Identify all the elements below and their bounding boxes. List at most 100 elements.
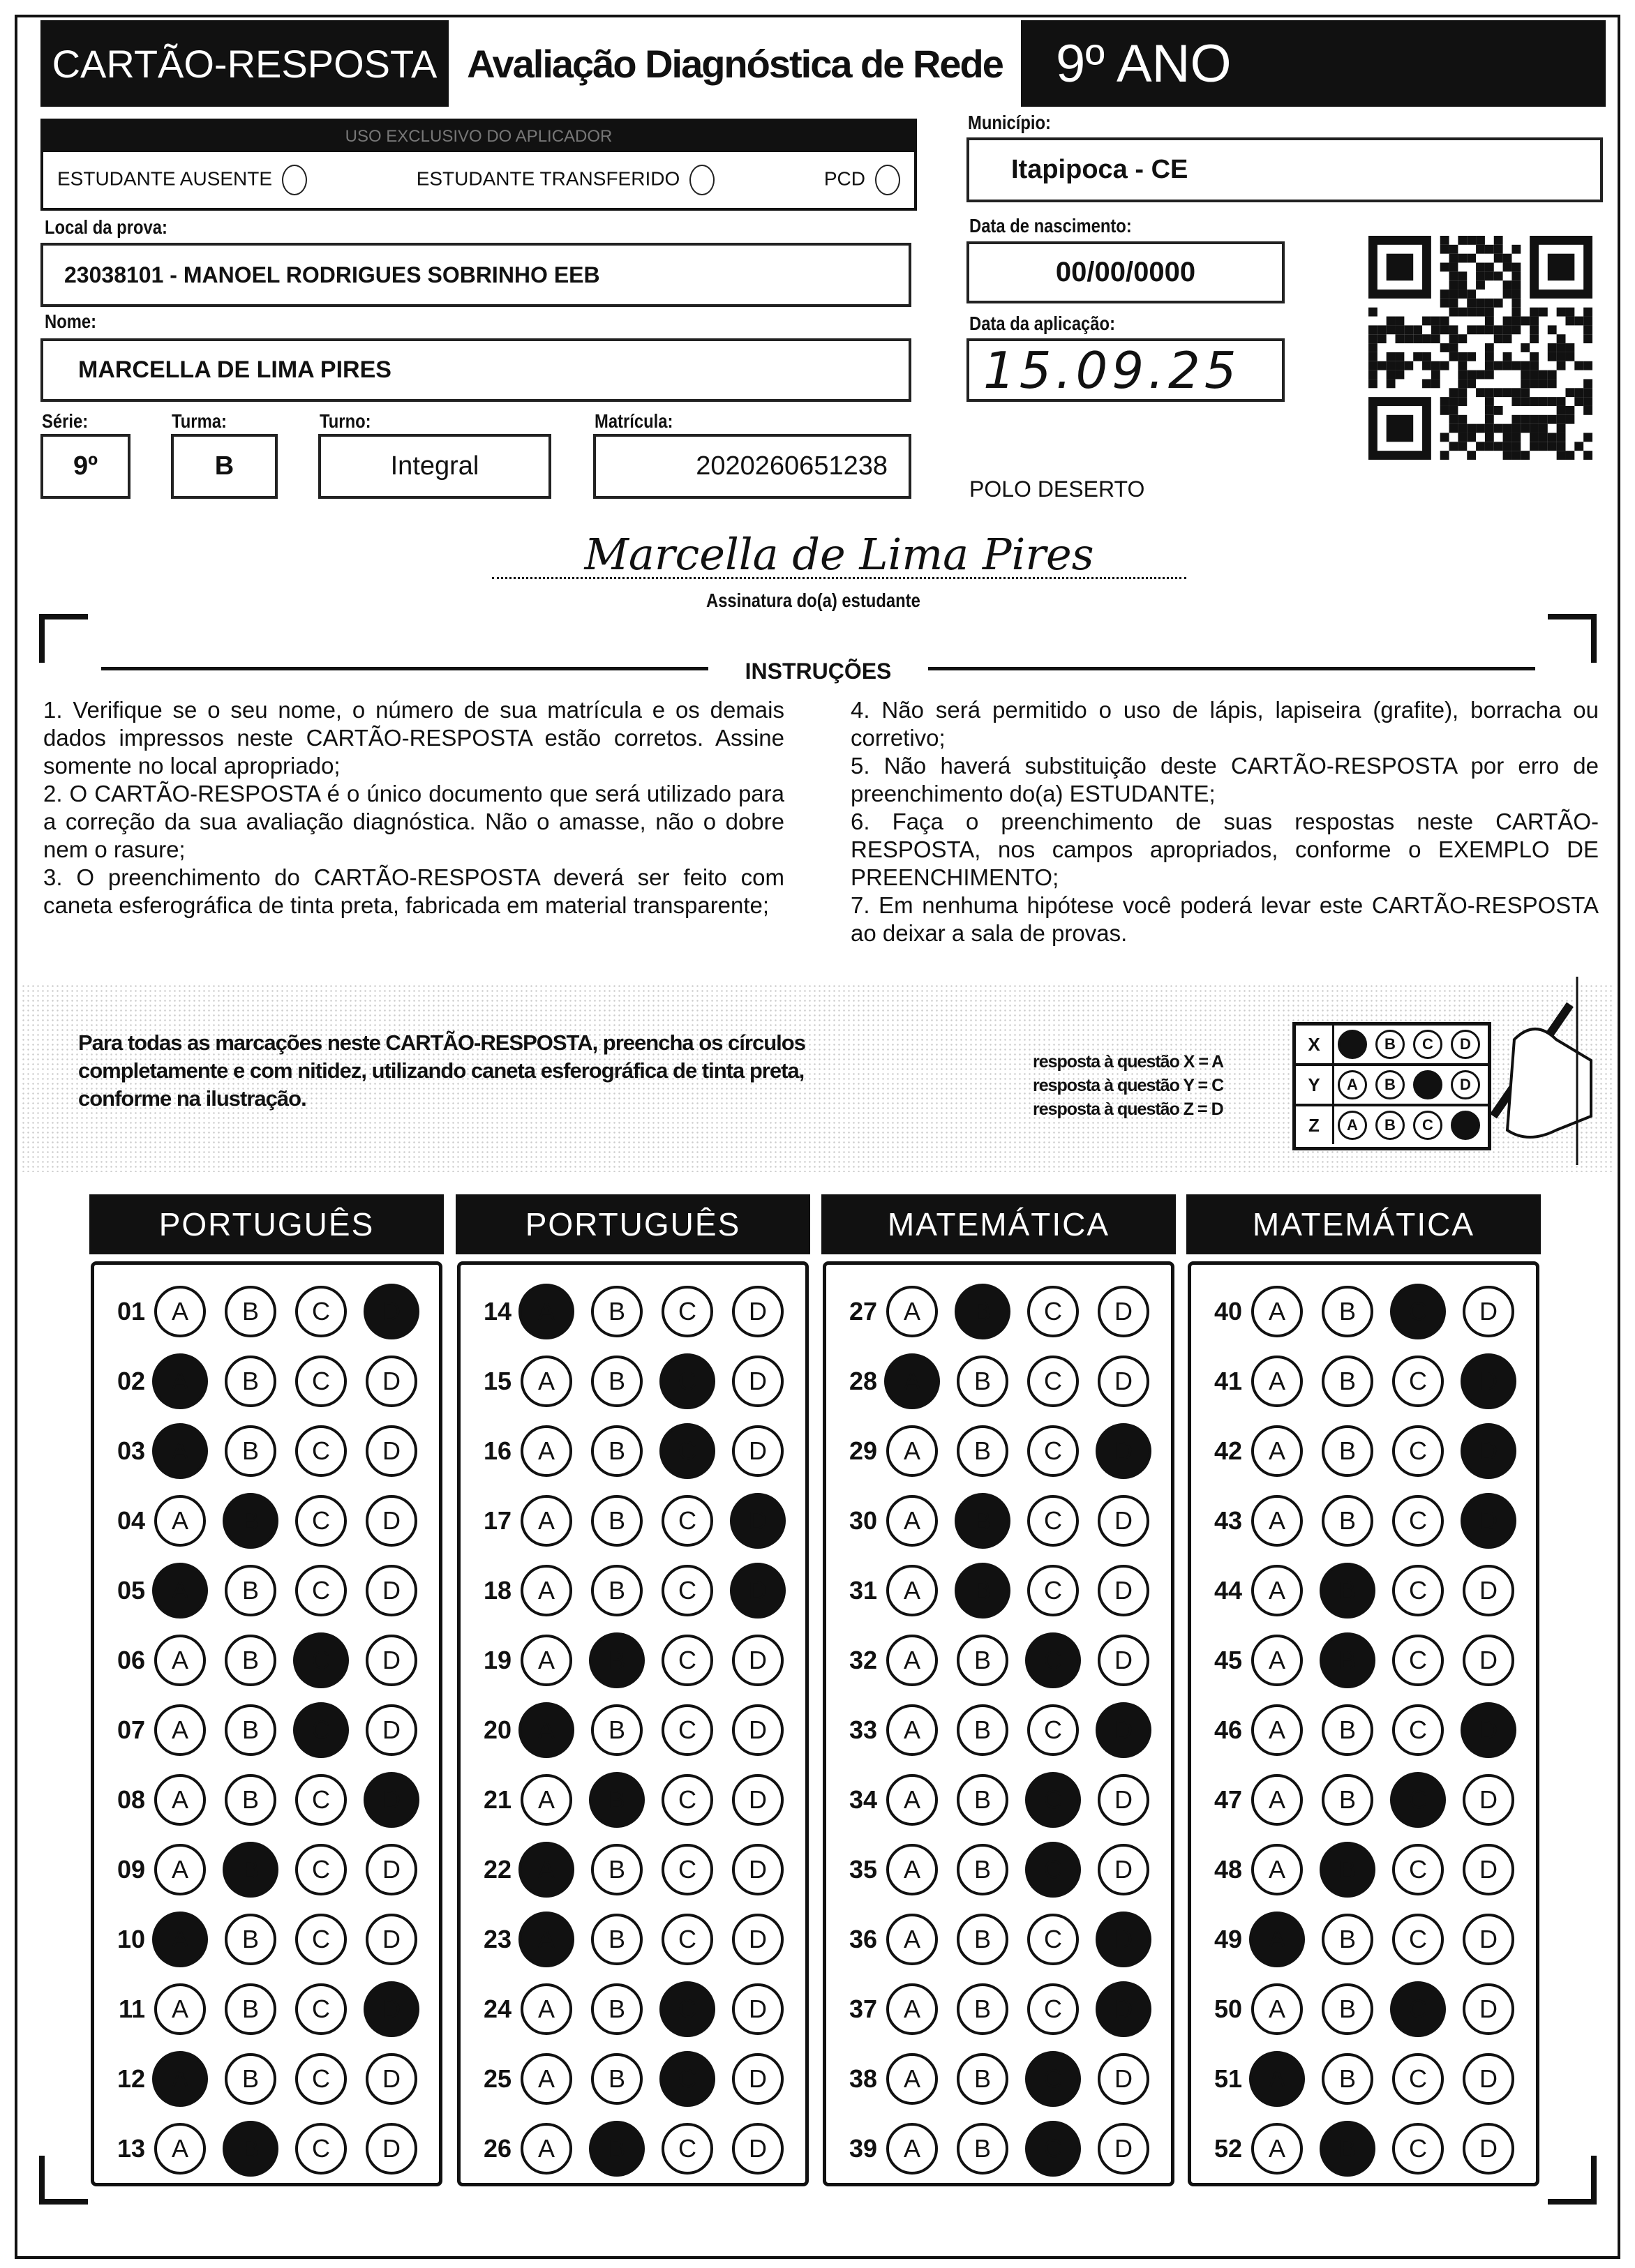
answer-bubble-b[interactable]: B [225, 1355, 276, 1407]
answer-bubble-a[interactable]: A [886, 1704, 938, 1756]
pcd-option[interactable]: PCD [824, 165, 900, 195]
answer-bubble-a[interactable]: A [521, 2053, 572, 2105]
answer-bubble-a[interactable]: A [886, 1565, 938, 1616]
answer-bubble-b[interactable]: B [957, 1355, 1008, 1407]
answer-bubble-c[interactable]: C [662, 1286, 713, 1337]
answer-bubble-d-filled[interactable]: D [1461, 1423, 1516, 1479]
answer-bubble-d[interactable]: D [732, 1704, 784, 1756]
answer-bubble-d-filled[interactable]: D [1461, 1493, 1516, 1549]
answer-bubble-b[interactable]: B [1322, 1774, 1373, 1826]
answer-bubble-a[interactable]: A [886, 2053, 938, 2105]
answer-bubble-c[interactable]: C [1027, 1355, 1079, 1407]
answer-bubble-c[interactable]: C [1027, 1704, 1079, 1756]
answer-bubble-b[interactable]: B [957, 1983, 1008, 2035]
absent-circle[interactable] [282, 165, 308, 195]
answer-bubble-a[interactable]: A [521, 1425, 572, 1477]
answer-bubble-a-filled[interactable]: A [1249, 2051, 1305, 2107]
answer-bubble-d-filled[interactable]: D [364, 1981, 419, 2037]
answer-bubble-c-filled[interactable]: C [659, 1353, 715, 1409]
answer-bubble-b[interactable]: B [1322, 1355, 1373, 1407]
answer-bubble-c-filled[interactable]: C [659, 1981, 715, 2037]
transferred-circle[interactable] [689, 165, 715, 195]
answer-bubble-c[interactable]: C [662, 1774, 713, 1826]
answer-bubble-a-filled[interactable]: A [152, 2051, 208, 2107]
answer-bubble-d-filled[interactable]: D [1096, 1702, 1151, 1758]
answer-bubble-b[interactable]: B [1322, 1704, 1373, 1756]
answer-bubble-a[interactable]: A [521, 1774, 572, 1826]
answer-bubble-b-filled[interactable]: B [589, 2121, 645, 2177]
answer-bubble-c[interactable]: C [295, 1774, 347, 1826]
answer-bubble-a[interactable]: A [154, 2123, 206, 2175]
pcd-circle[interactable] [875, 165, 900, 195]
answer-bubble-b[interactable]: B [1322, 1914, 1373, 1965]
answer-bubble-c[interactable]: C [295, 1495, 347, 1547]
answer-bubble-d[interactable]: D [1098, 2123, 1149, 2175]
answer-bubble-b-filled[interactable]: B [955, 1563, 1010, 1619]
answer-bubble-a-filled[interactable]: A [518, 1842, 574, 1898]
answer-bubble-a[interactable]: A [154, 1774, 206, 1826]
answer-bubble-b[interactable]: B [1322, 1495, 1373, 1547]
answer-bubble-b[interactable]: B [225, 2053, 276, 2105]
answer-bubble-c[interactable]: C [662, 1914, 713, 1965]
answer-bubble-d[interactable]: D [366, 1914, 417, 1965]
answer-bubble-c-filled[interactable]: C [659, 1423, 715, 1479]
answer-bubble-d[interactable]: D [366, 1844, 417, 1895]
answer-bubble-a[interactable]: A [886, 1635, 938, 1686]
answer-bubble-d-filled[interactable]: D [1461, 1702, 1516, 1758]
answer-bubble-d[interactable]: D [1463, 1844, 1514, 1895]
answer-bubble-a-filled[interactable]: A [518, 1284, 574, 1339]
answer-bubble-a[interactable]: A [886, 1844, 938, 1895]
answer-bubble-c[interactable]: C [662, 1565, 713, 1616]
answer-bubble-d[interactable]: D [1098, 1844, 1149, 1895]
answer-bubble-c-filled[interactable]: C [1390, 1981, 1446, 2037]
answer-bubble-b[interactable]: B [591, 1425, 643, 1477]
answer-bubble-d[interactable]: D [366, 2123, 417, 2175]
answer-bubble-d-filled[interactable]: D [1461, 1353, 1516, 1409]
answer-bubble-a[interactable]: A [1251, 1983, 1303, 2035]
answer-bubble-a[interactable]: A [521, 1495, 572, 1547]
answer-bubble-c[interactable]: C [1392, 1495, 1444, 1547]
answer-bubble-a[interactable]: A [886, 1983, 938, 2035]
answer-bubble-c[interactable]: C [295, 1983, 347, 2035]
answer-bubble-d[interactable]: D [732, 1425, 784, 1477]
answer-bubble-a[interactable]: A [521, 1355, 572, 1407]
answer-bubble-d[interactable]: D [1098, 1495, 1149, 1547]
answer-bubble-a-filled[interactable]: A [518, 1912, 574, 1967]
answer-bubble-b[interactable]: B [225, 1983, 276, 2035]
answer-bubble-d[interactable]: D [732, 1355, 784, 1407]
answer-bubble-c-filled[interactable]: C [1025, 1632, 1081, 1688]
answer-bubble-c[interactable]: C [1027, 1565, 1079, 1616]
answer-bubble-a[interactable]: A [1251, 1355, 1303, 1407]
answer-bubble-d-filled[interactable]: D [730, 1563, 786, 1619]
answer-bubble-b-filled[interactable]: B [223, 1842, 278, 1898]
answer-bubble-c[interactable]: C [1027, 1425, 1079, 1477]
answer-bubble-d[interactable]: D [366, 1425, 417, 1477]
answer-bubble-c[interactable]: C [1392, 2053, 1444, 2105]
answer-bubble-a[interactable]: A [886, 1495, 938, 1547]
answer-bubble-d[interactable]: D [1463, 1565, 1514, 1616]
answer-bubble-b[interactable]: B [957, 1844, 1008, 1895]
answer-bubble-d[interactable]: D [732, 1286, 784, 1337]
answer-bubble-b[interactable]: B [591, 1495, 643, 1547]
answer-bubble-a[interactable]: A [521, 1565, 572, 1616]
answer-bubble-a[interactable]: A [886, 1425, 938, 1477]
answer-bubble-c[interactable]: C [1392, 2123, 1444, 2175]
answer-bubble-b[interactable]: B [957, 1914, 1008, 1965]
answer-bubble-a[interactable]: A [154, 1844, 206, 1895]
answer-bubble-b[interactable]: B [225, 1704, 276, 1756]
answer-bubble-b[interactable]: B [225, 1914, 276, 1965]
answer-bubble-c-filled[interactable]: C [1025, 1772, 1081, 1828]
answer-bubble-b[interactable]: B [225, 1286, 276, 1337]
answer-bubble-d[interactable]: D [1098, 1774, 1149, 1826]
answer-bubble-c[interactable]: C [295, 1286, 347, 1337]
answer-bubble-c-filled[interactable]: C [293, 1702, 349, 1758]
answer-bubble-c-filled[interactable]: C [293, 1632, 349, 1688]
answer-bubble-d[interactable]: D [1098, 1635, 1149, 1686]
answer-bubble-a[interactable]: A [1251, 1425, 1303, 1477]
answer-bubble-c[interactable]: C [295, 1565, 347, 1616]
answer-bubble-b[interactable]: B [591, 1286, 643, 1337]
answer-bubble-c-filled[interactable]: C [1025, 2051, 1081, 2107]
answer-bubble-b[interactable]: B [225, 1774, 276, 1826]
answer-bubble-b-filled[interactable]: B [589, 1632, 645, 1688]
answer-bubble-b-filled[interactable]: B [1320, 1632, 1375, 1688]
